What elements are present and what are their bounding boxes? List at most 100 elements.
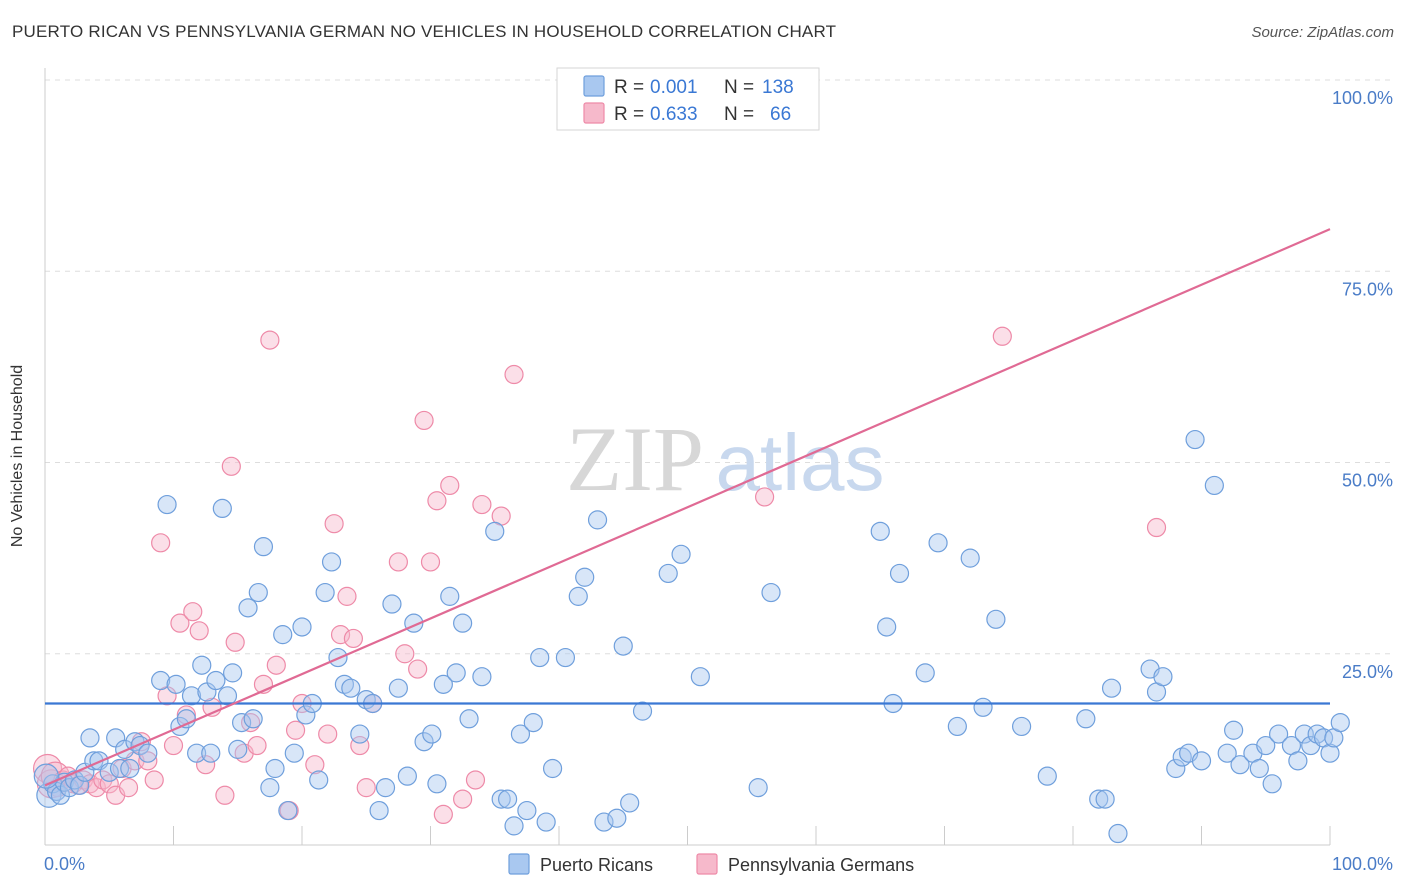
blue-point-116 (1166, 758, 1186, 779)
blue-point-38 (248, 582, 268, 603)
blue-point-53 (341, 678, 361, 698)
blue-point-102 (947, 716, 967, 737)
bottom-legend-swatch-pink (696, 853, 718, 875)
pink-point-45 (337, 586, 357, 606)
blue-point-25 (181, 686, 202, 706)
blue-point-122 (1217, 743, 1237, 763)
blue-point-72 (485, 521, 505, 541)
trend-line-pennsylvania-germans (44, 228, 1331, 787)
pink-point-59 (465, 770, 486, 790)
blue-point-82 (555, 647, 576, 668)
blue-point-9 (80, 728, 100, 748)
pink-point-65 (992, 326, 1012, 346)
legend-r-value-2: 0.633 (650, 104, 698, 125)
blue-point-59 (382, 594, 402, 614)
pink-point-44 (330, 625, 351, 645)
blue-point-111 (1101, 678, 1122, 698)
pink-point-51 (395, 644, 415, 664)
pink-point-43 (324, 514, 344, 534)
blue-point-70 (459, 709, 479, 729)
pink-point-47 (350, 735, 370, 756)
blue-point-16 (120, 758, 140, 779)
blue-point-41 (265, 758, 285, 779)
pink-point-58 (453, 789, 473, 809)
blue-point-131 (1288, 751, 1308, 771)
pink-point-29 (215, 785, 235, 805)
blue-point-109 (1089, 789, 1109, 809)
trend-lines (44, 228, 1331, 787)
pink-point-19 (144, 770, 164, 790)
bottom-legend-swatch-blue (508, 853, 530, 875)
pink-point-56 (433, 804, 453, 825)
legend-n-value-2: 66 (770, 104, 791, 125)
blue-point-100 (915, 663, 935, 683)
blue-point-103 (960, 548, 980, 568)
blue-point-35 (232, 712, 252, 733)
blue-point-87 (607, 808, 627, 828)
blue-point-106 (1011, 716, 1032, 737)
blue-point-33 (223, 663, 243, 683)
legend-r-label-1: R = (614, 77, 649, 98)
blue-point-64 (422, 724, 442, 744)
blue-point-81 (542, 758, 563, 779)
pink-point-36 (260, 330, 280, 350)
blue-point-110 (1095, 789, 1115, 809)
blue-point-26 (187, 743, 207, 763)
blue-point-92 (671, 544, 691, 564)
blue-point-88 (613, 636, 633, 656)
pink-point-30 (221, 456, 241, 476)
blue-point-89 (620, 793, 640, 813)
blue-point-46 (296, 705, 316, 725)
blue-point-128 (1262, 774, 1282, 794)
watermark-atlas: atlas (716, 418, 885, 507)
blue-point-57 (369, 800, 389, 821)
pink-point-26 (189, 621, 209, 641)
watermark-zip: ZIP (566, 408, 704, 510)
blue-point-40 (260, 778, 280, 798)
chart-title: PUERTO RICAN VS PENNSYLVANIA GERMAN NO V… (12, 22, 837, 41)
watermark: ZIP atlas (566, 408, 884, 510)
pink-point-25 (183, 602, 203, 622)
blue-point-93 (690, 667, 710, 687)
blue-point-78 (523, 712, 543, 733)
pink-point-54 (420, 552, 441, 572)
bottom-legend: Puerto Ricans Pennsylvania Germans (508, 853, 914, 875)
blue-point-12 (99, 762, 119, 782)
blue-point-108 (1076, 709, 1096, 729)
pink-point-22 (163, 735, 184, 756)
blue-point-94 (748, 778, 768, 798)
blue-point-99 (889, 563, 910, 584)
blue-point-74 (498, 789, 518, 809)
blue-point-27 (192, 655, 212, 675)
blue-point-60 (388, 678, 408, 698)
blue-point-22 (166, 674, 186, 694)
legend: R = 0.001 N = 138 R = 0.633 N = 66 (556, 67, 820, 131)
pink-point-50 (388, 552, 408, 572)
blue-point-54 (350, 724, 370, 744)
legend-n-label-1: N = (724, 77, 759, 98)
blue-point-32 (217, 686, 238, 706)
pink-point-23 (170, 613, 190, 633)
source-credit: Source: ZipAtlas.com (1251, 24, 1394, 41)
pink-point-15 (118, 778, 139, 798)
pink-point-57 (440, 475, 460, 496)
blue-point-115 (1153, 667, 1173, 687)
pink-point-12 (99, 774, 119, 794)
blue-point-39 (253, 537, 274, 557)
blue-point-138 (1330, 712, 1350, 733)
blue-point-48 (309, 770, 329, 790)
blue-point-43 (278, 800, 298, 821)
y-tick-label-1: 50.0% (1342, 471, 1393, 491)
legend-n-value-1: 138 (762, 77, 794, 98)
blue-point-127 (1256, 735, 1276, 756)
pink-point-41 (305, 755, 325, 775)
blue-point-71 (472, 667, 492, 687)
blue-point-84 (575, 567, 595, 587)
y-tick-label-2: 75.0% (1342, 279, 1393, 299)
pink-point-39 (285, 720, 306, 740)
pink-point-10 (86, 778, 107, 798)
pink-point-52 (408, 659, 428, 679)
blue-point-69 (453, 613, 473, 633)
blue-point-37 (243, 709, 263, 729)
